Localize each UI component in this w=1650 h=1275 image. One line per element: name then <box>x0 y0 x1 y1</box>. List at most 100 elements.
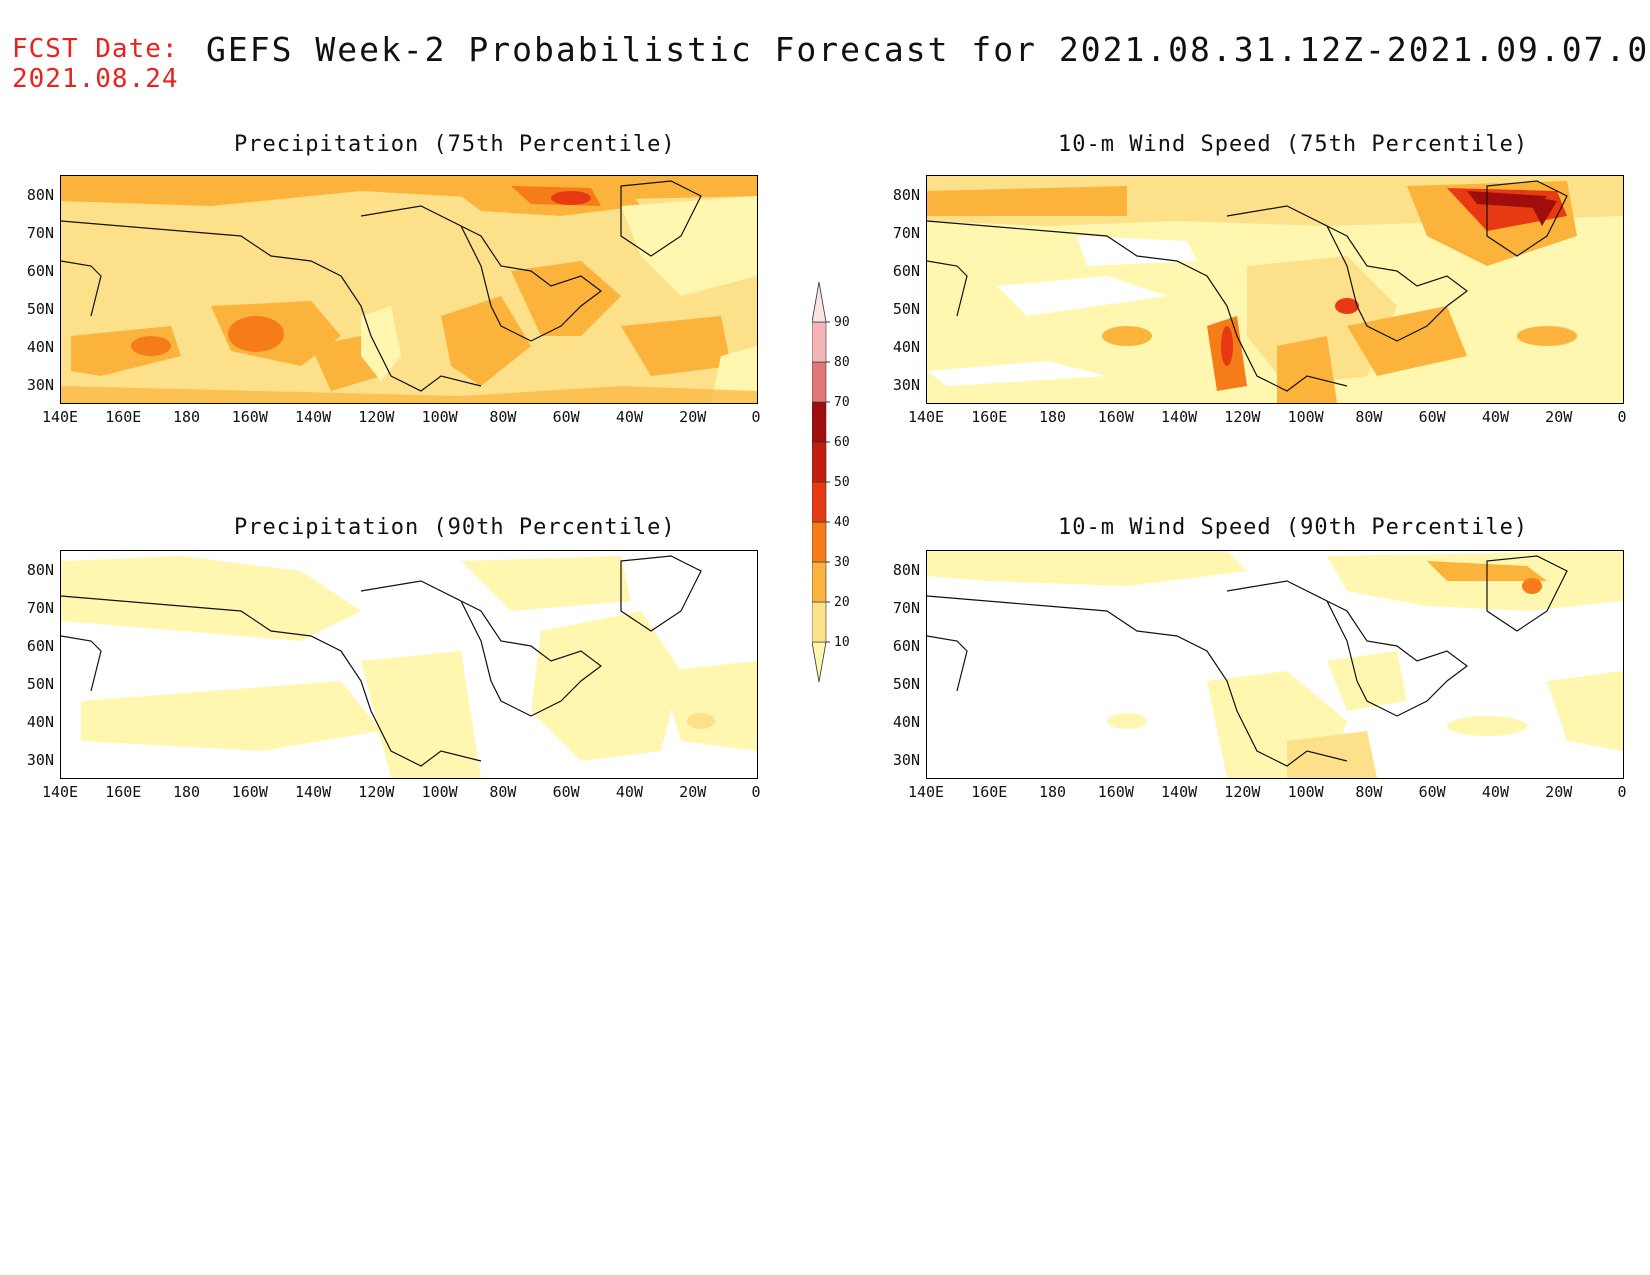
panel-title-wind75: 10-m Wind Speed (75th Percentile) <box>1058 132 1529 157</box>
lon-label-wind90: 160W <box>1097 783 1134 801</box>
lon-label-wind90: 20W <box>1545 783 1573 801</box>
lon-label-precip75: 100W <box>421 408 458 426</box>
lon-label-wind75: 20W <box>1545 408 1573 426</box>
lon-label-wind75: 180 <box>1038 408 1067 426</box>
colorbar-label: 60 <box>834 435 850 450</box>
colorbar-label: 90 <box>834 315 850 330</box>
lon-label-wind90: 120W <box>1224 783 1261 801</box>
lon-label-precip75: 20W <box>679 408 707 426</box>
lon-label-precip90: 180 <box>172 783 201 801</box>
lon-label-wind90: 100W <box>1287 783 1324 801</box>
colorbar-label: 80 <box>834 355 850 370</box>
panel-title-precip90: Precipitation (90th Percentile) <box>234 515 676 540</box>
lon-label-wind75: 120W <box>1224 408 1261 426</box>
lat-label-wind75: 40N <box>892 338 920 356</box>
lat-label-precip75: 70N <box>26 224 54 242</box>
lat-label-wind75: 60N <box>892 262 920 280</box>
lon-label-precip75: 160E <box>105 408 142 426</box>
map-precip90 <box>60 550 758 779</box>
map-precip90-svg <box>61 551 757 778</box>
lon-label-wind75: 140W <box>1161 408 1198 426</box>
lon-label-precip90: 160E <box>105 783 142 801</box>
lat-label-wind90: 40N <box>892 713 920 731</box>
lat-label-precip75: 30N <box>26 376 54 394</box>
lat-label-precip75: 60N <box>26 262 54 280</box>
lon-label-wind75: 100W <box>1287 408 1324 426</box>
lat-label-precip90: 60N <box>26 637 54 655</box>
colorbar-label: 70 <box>834 395 850 410</box>
lat-label-precip90: 70N <box>26 599 54 617</box>
page-title: GEFS Week-2 Probabilistic Forecast for 2… <box>206 30 1650 69</box>
map-wind90-svg <box>927 551 1623 778</box>
fcst-date-value: 2021.08.24 <box>12 64 179 94</box>
lat-label-wind90: 70N <box>892 599 920 617</box>
map-wind75 <box>926 175 1624 404</box>
lon-label-precip75: 120W <box>358 408 395 426</box>
colorbar: 10 20 30 40 50 60 70 80 90 <box>811 276 872 690</box>
map-precip75-svg <box>61 176 757 403</box>
lat-label-precip75: 80N <box>26 186 54 204</box>
fcst-date-label: FCST Date: <box>12 34 179 64</box>
lon-label-wind90: 140W <box>1161 783 1198 801</box>
lat-label-wind90: 30N <box>892 751 920 769</box>
lon-label-precip75: 180 <box>172 408 201 426</box>
colorbar-segment <box>811 481 827 523</box>
lon-label-wind90: 80W <box>1355 783 1383 801</box>
colorbar-segment <box>811 321 827 363</box>
lon-label-precip90: 0 <box>751 783 761 801</box>
colorbar-segment <box>811 361 827 403</box>
lat-label-wind90: 80N <box>892 561 920 579</box>
map-precip75 <box>60 175 758 404</box>
map-wind75-svg <box>927 176 1623 403</box>
lon-label-precip90: 160W <box>231 783 268 801</box>
lat-label-precip75: 40N <box>26 338 54 356</box>
lon-label-wind75: 0 <box>1617 408 1627 426</box>
lon-label-precip90: 140E <box>41 783 79 801</box>
lat-label-wind75: 30N <box>892 376 920 394</box>
colorbar-tip-bottom <box>811 641 827 683</box>
lat-label-precip90: 40N <box>26 713 54 731</box>
lon-label-precip75: 140W <box>295 408 332 426</box>
lon-label-wind75: 160E <box>971 408 1008 426</box>
colorbar-segment <box>811 401 827 443</box>
lat-label-precip90: 80N <box>26 561 54 579</box>
colorbar-label: 30 <box>834 555 850 570</box>
colorbar-segment <box>811 521 827 563</box>
lon-label-precip90: 140W <box>295 783 332 801</box>
lon-label-wind90: 180 <box>1038 783 1067 801</box>
lat-label-wind75: 80N <box>892 186 920 204</box>
colorbar-label: 50 <box>834 475 850 490</box>
lon-label-precip75: 40W <box>615 408 643 426</box>
panel-title-precip75: Precipitation (75th Percentile) <box>234 132 676 157</box>
lon-label-wind75: 60W <box>1418 408 1446 426</box>
map-wind90 <box>926 550 1624 779</box>
colorbar-label: 10 <box>834 635 850 650</box>
lon-label-wind75: 40W <box>1481 408 1509 426</box>
lon-label-precip75: 160W <box>231 408 268 426</box>
lat-label-precip75: 50N <box>26 300 54 318</box>
colorbar-svg: 10 20 30 40 50 60 70 80 90 <box>811 281 850 683</box>
lon-label-precip90: 80W <box>489 783 517 801</box>
lon-label-precip75: 140E <box>41 408 79 426</box>
lon-label-wind90: 0 <box>1617 783 1627 801</box>
lon-label-precip75: 60W <box>552 408 580 426</box>
lat-label-wind90: 60N <box>892 637 920 655</box>
lon-label-wind90: 60W <box>1418 783 1446 801</box>
lon-label-precip90: 120W <box>358 783 395 801</box>
lon-label-precip75: 0 <box>751 408 761 426</box>
colorbar-label: 40 <box>834 515 850 530</box>
lat-label-wind75: 50N <box>892 300 920 318</box>
lon-label-precip90: 20W <box>679 783 707 801</box>
fcst-date-block: FCST Date: 2021.08.24 <box>12 34 179 94</box>
lat-label-wind90: 50N <box>892 675 920 693</box>
lat-label-precip90: 30N <box>26 751 54 769</box>
lon-label-precip90: 60W <box>552 783 580 801</box>
lon-label-wind75: 140E <box>907 408 945 426</box>
lon-label-precip90: 40W <box>615 783 643 801</box>
colorbar-segment <box>811 561 827 603</box>
colorbar-segment <box>811 601 827 643</box>
colorbar-segment <box>811 441 827 483</box>
lat-label-precip90: 50N <box>26 675 54 693</box>
lon-label-precip90: 100W <box>421 783 458 801</box>
colorbar-label: 20 <box>834 595 850 610</box>
